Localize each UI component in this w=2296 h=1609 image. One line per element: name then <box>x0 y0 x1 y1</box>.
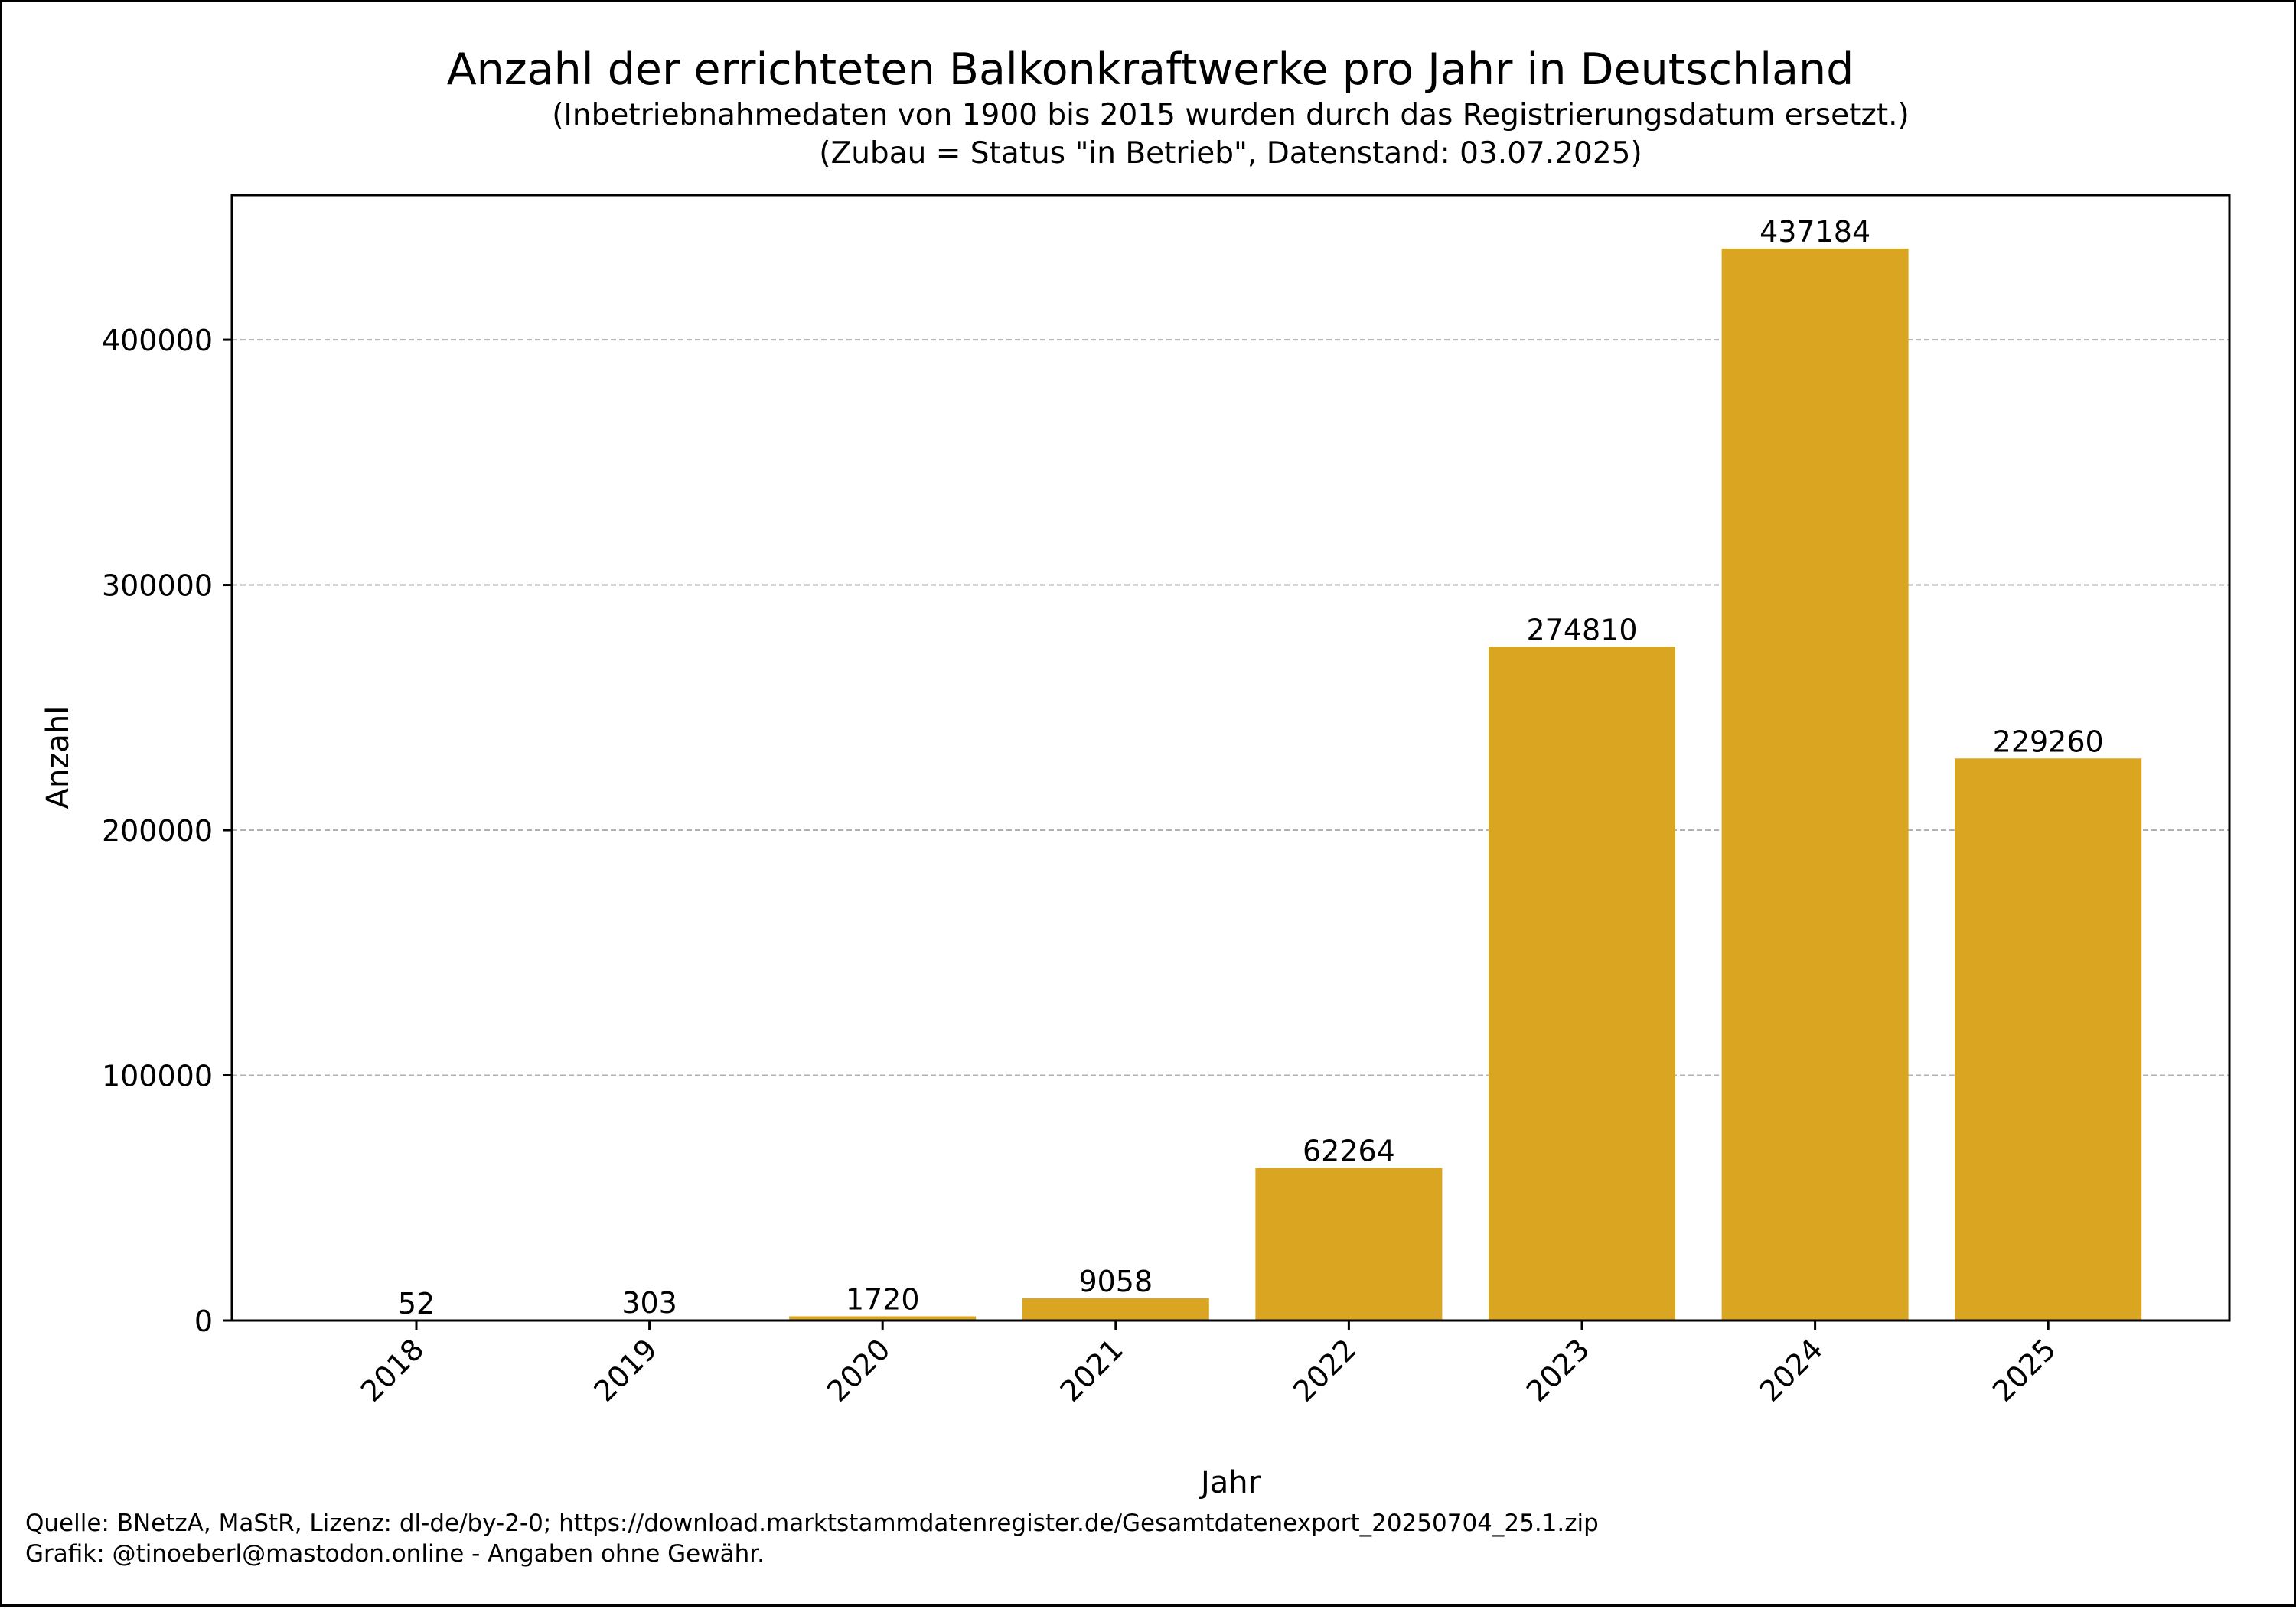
chart-subtitle-line-1: (Inbetriebnahmedaten von 1900 bis 2015 w… <box>552 98 1910 132</box>
bar-value-label-2025: 229260 <box>1993 725 2104 758</box>
bars <box>323 249 2141 1321</box>
bar-value-label-2024: 437184 <box>1760 215 1870 249</box>
bar-2022 <box>1255 1168 1442 1321</box>
y-gridlines <box>232 340 2229 1075</box>
y-axis-ticks: 0 100000 200000 300000 400000 <box>102 324 232 1338</box>
x-tick-label-2023: 2023 <box>1520 1332 1596 1409</box>
source-note: Quelle: BNetzA, MaStR, Lizenz: dl-de/by-… <box>25 1510 1599 1537</box>
x-tick-label-2022: 2022 <box>1287 1332 1363 1409</box>
y-tick-label: 300000 <box>102 569 213 603</box>
y-tick-label: 0 <box>194 1304 213 1338</box>
bar-value-label-2018: 52 <box>398 1287 435 1321</box>
x-axis-label: Jahr <box>1199 1465 1261 1500</box>
bar-value-label-2023: 274810 <box>1526 613 1637 647</box>
x-tick-label-2021: 2021 <box>1054 1332 1130 1409</box>
y-axis-label: Anzahl <box>41 706 76 809</box>
bar-2024 <box>1722 249 1909 1321</box>
y-tick-label: 200000 <box>102 814 213 848</box>
chart-subtitle-line-2: (Zubau = Status "in Betrieb", Datenstand… <box>819 136 1642 171</box>
x-tick-label-2020: 2020 <box>820 1332 897 1409</box>
credit-note: Grafik: @tinoeberl@mastodon.online - Ang… <box>25 1540 765 1568</box>
chart-title: Anzahl der errichteten Balkonkraftwerke … <box>447 44 1854 95</box>
y-tick-label: 100000 <box>102 1060 213 1093</box>
x-tick-label-2025: 2025 <box>1986 1332 2063 1409</box>
bar-value-label-2020: 1720 <box>846 1282 920 1316</box>
bar-value-label-2022: 62264 <box>1303 1134 1395 1168</box>
plot-area-border <box>232 195 2229 1321</box>
y-tick-label: 400000 <box>102 324 213 357</box>
x-tick-label-2018: 2018 <box>354 1332 431 1409</box>
bar-2021 <box>1022 1298 1209 1321</box>
bar-value-label-2021: 9058 <box>1078 1265 1153 1298</box>
bar-2025 <box>1955 758 2141 1321</box>
x-tick-label-2019: 2019 <box>587 1332 664 1409</box>
bar-value-label-2019: 303 <box>621 1286 677 1320</box>
bar-2023 <box>1489 647 1675 1321</box>
x-axis-ticks: 2018 2019 2020 2021 2022 2023 2024 2025 <box>354 1321 2063 1409</box>
x-tick-label-2024: 2024 <box>1753 1332 1829 1409</box>
